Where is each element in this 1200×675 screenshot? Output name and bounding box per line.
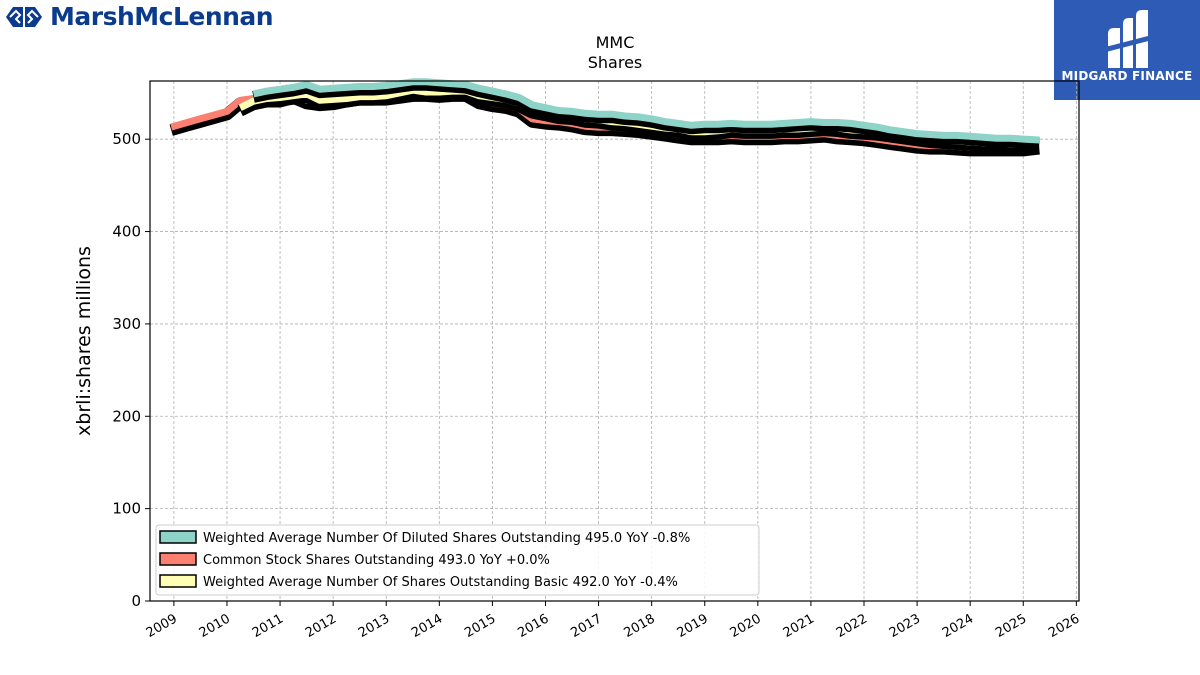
x-tick-label: 2014 [409,611,445,641]
chart-title: MMC [595,33,635,52]
x-tick-label: 2016 [515,611,551,641]
x-tick-label: 2010 [197,611,233,641]
legend-swatch-1 [159,552,197,566]
legend-label-1: Common Stock Shares Outstanding 493.0 Yo… [203,553,550,568]
x-tick-label: 2013 [356,611,392,641]
brand-logo: MarshMcLennan [4,2,274,31]
x-tick-label: 2020 [728,611,764,641]
y-tick-label: 400 [112,223,141,241]
x-tick-label: 2015 [462,611,498,641]
y-tick-label: 0 [131,592,141,610]
y-tick-label: 200 [112,407,141,425]
series-layer [169,78,1040,157]
grid [150,81,1079,602]
x-tick-label: 2018 [621,611,657,641]
legend-label-0: Weighted Average Number Of Diluted Share… [203,531,690,546]
x-tick-label: 2019 [675,611,711,641]
y-axis-label: xbrli:shares millions [73,246,95,436]
legend-swatch-0 [159,530,197,544]
badge-label: MIDGARD FINANCE [1061,69,1193,83]
x-tick-label: 2026 [1046,611,1082,641]
y-tick-label: 500 [112,130,141,148]
x-tick-label: 2017 [568,611,604,641]
legend-label-2: Weighted Average Number Of Shares Outsta… [203,575,678,590]
y-tick-label: 300 [112,315,141,333]
series-line-0 [252,78,1040,144]
marsh-mclennan-hexagon-icon [6,6,42,27]
x-tick-label: 2021 [781,611,817,641]
x-tick-label: 2012 [303,611,339,641]
legend-swatch-2 [159,574,197,588]
plot-frame [149,80,1080,602]
x-tick-label: 2025 [993,611,1029,641]
chart-subtitle: Shares [587,53,643,72]
midgard-finance-badge: MIDGARD FINANCE [1054,0,1200,100]
midgard-logo-icon [1104,10,1150,68]
x-tick-label: 2022 [834,611,870,641]
x-tick-label: 2023 [887,611,923,641]
legend-box [155,524,760,596]
legend: Weighted Average Number Of Diluted Share… [155,524,760,596]
brand-name: MarshMcLennan [50,2,274,31]
x-tick-label: 2024 [940,611,976,641]
y-tick-label: 100 [112,500,141,518]
x-tick-label: 2009 [144,611,180,641]
x-tick-label: 2011 [250,611,286,641]
